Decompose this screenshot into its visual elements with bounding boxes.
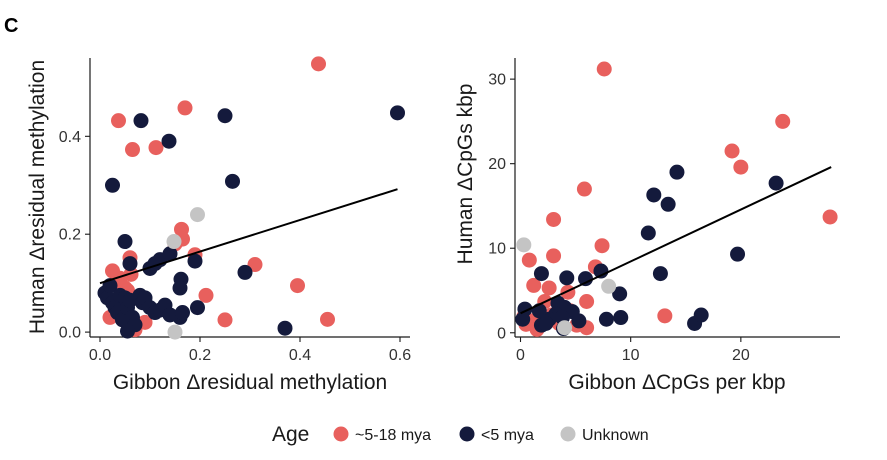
data-point [657, 308, 673, 324]
data-point [190, 207, 205, 223]
y-axis-title: Human ΔCpGs kbp [454, 84, 477, 265]
x-axis-title: Gibbon Δresidual methylation [113, 371, 387, 394]
data-point [546, 211, 562, 227]
plot-right: 0 10 20 0 10 20 30 Gibbon ΔCpGs per kbp Human ΔC… [454, 58, 840, 394]
panel-label: C [4, 15, 18, 37]
data-point [646, 187, 662, 203]
data-point [576, 181, 592, 197]
x-tick-label: 0 [516, 347, 525, 364]
x-tick-label: 0.6 [389, 347, 411, 364]
data-point [148, 140, 164, 156]
data-point [559, 270, 575, 286]
data-point [237, 264, 253, 280]
data-point [277, 320, 293, 336]
data-point [290, 278, 305, 294]
data-point [557, 320, 573, 336]
data-point [612, 286, 628, 302]
data-point [172, 280, 188, 296]
data-point [578, 271, 594, 287]
data-point [822, 209, 838, 225]
data-point [162, 246, 178, 262]
data-point [166, 234, 182, 250]
data-point [177, 100, 193, 116]
data-point [571, 313, 587, 329]
data-point [175, 305, 190, 321]
data-point [521, 252, 537, 268]
trend-line [99, 188, 398, 285]
x-tick-label: 0.4 [289, 347, 311, 364]
data-point [217, 312, 233, 328]
y-tick-label: 10 [488, 241, 506, 258]
data-point [311, 56, 326, 72]
legend-title: Age [272, 423, 309, 446]
data-point [125, 142, 140, 158]
legend-swatch-old [333, 426, 349, 442]
data-point [190, 300, 205, 316]
y-tick-label: 0 [497, 325, 506, 342]
y-tick-label: 0.4 [59, 129, 81, 146]
data-point [187, 253, 203, 269]
data-point [775, 113, 791, 129]
data-point [320, 311, 335, 327]
data-point [601, 278, 617, 294]
data-point [541, 280, 557, 296]
data-point [516, 237, 532, 253]
legend-swatch-unknown [560, 426, 576, 442]
data-point [105, 177, 120, 193]
data-point [120, 323, 135, 339]
y-tick-label: 30 [488, 72, 506, 89]
data-point [579, 293, 595, 309]
data-point [122, 256, 138, 272]
data-point [390, 105, 405, 121]
data-point [613, 310, 629, 326]
data-point [598, 311, 614, 327]
data-point [133, 113, 149, 129]
x-tick-label: 0.0 [89, 347, 111, 364]
data-point [652, 266, 668, 282]
data-point [669, 164, 685, 180]
y-tick-label: 0.0 [59, 325, 81, 342]
data-point [526, 277, 542, 293]
data-point [111, 113, 126, 129]
data-point [167, 324, 183, 340]
data-point [546, 248, 562, 264]
data-point [640, 225, 656, 241]
data-point [594, 238, 610, 254]
legend: Age ~5-18 mya <5 mya Unknown [272, 423, 649, 446]
data-point [538, 315, 554, 331]
x-tick-label: 0.2 [189, 347, 211, 364]
plot-left: 0.0 0.2 0.4 0.6 0.0 0.2 0.4 Gibbon Δresidual me… [26, 56, 411, 394]
data-point [730, 246, 746, 262]
data-point [660, 196, 676, 212]
trend-line [520, 166, 832, 315]
y-tick-label: 20 [488, 156, 506, 173]
x-axis-title: Gibbon ΔCpGs per kbp [568, 371, 785, 394]
data-point [768, 175, 784, 191]
data-point [533, 266, 549, 282]
data-point [198, 287, 214, 303]
legend-label-unknown: Unknown [582, 427, 649, 444]
legend-swatch-recent [459, 426, 475, 442]
x-tick-label: 20 [732, 347, 750, 364]
legend-label-recent: <5 mya [481, 427, 534, 444]
data-point [596, 61, 612, 77]
data-point [117, 234, 133, 250]
data-point [693, 307, 709, 323]
legend-label-old: ~5-18 mya [355, 427, 431, 444]
data-point [225, 173, 240, 189]
data-point [724, 143, 740, 159]
data-point [217, 108, 233, 124]
y-axis-title: Human Δresidual methylation [26, 60, 49, 334]
x-tick-label: 10 [622, 347, 640, 364]
data-point [733, 159, 749, 175]
y-tick-label: 0.2 [59, 227, 81, 244]
data-point [161, 133, 177, 149]
data-point [105, 263, 120, 279]
